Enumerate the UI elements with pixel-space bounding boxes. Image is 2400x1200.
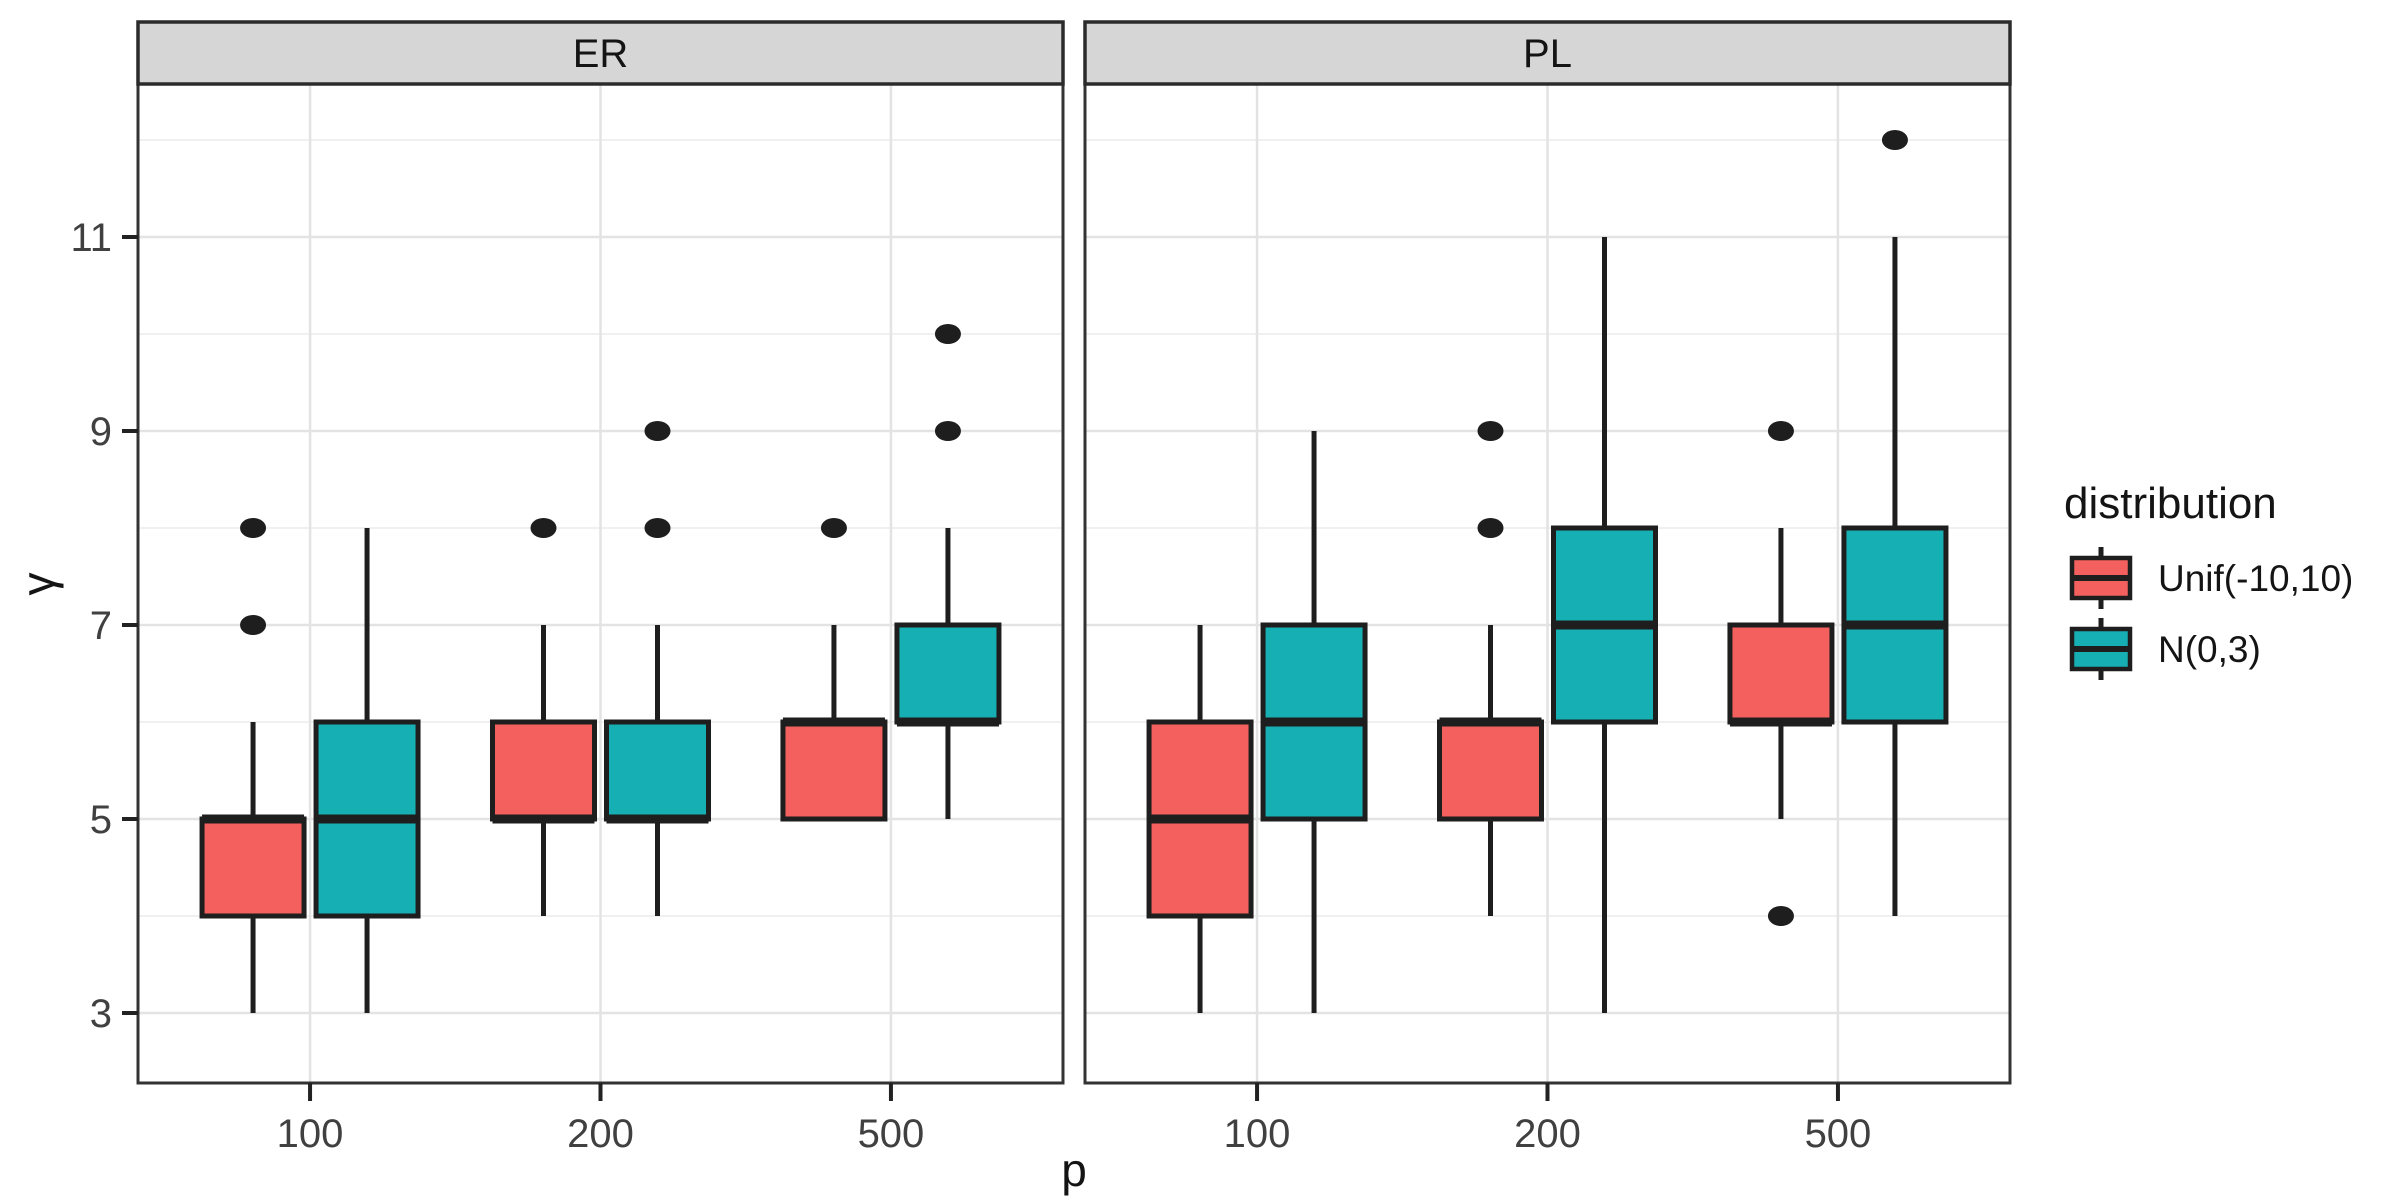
outlier-dot (240, 518, 267, 538)
outlier-dot (644, 421, 671, 441)
legend-label: Unif(-10,10) (2158, 558, 2353, 599)
boxplot-box (894, 622, 1002, 725)
boxplot-box (780, 719, 888, 822)
outlier-dot (1767, 906, 1794, 926)
boxplot-box (1437, 719, 1544, 822)
legend-title: distribution (2064, 479, 2277, 528)
outlier-dot (240, 615, 267, 635)
facet-strip (1083, 20, 2012, 86)
x-axis-title: p (1061, 1144, 1087, 1196)
y-tick-label: 9 (90, 410, 112, 454)
y-axis-title: γ (12, 573, 64, 596)
y-tick-label: 11 (70, 216, 112, 260)
x-tick-label: 100 (1224, 1112, 1291, 1156)
outlier-dot (1767, 421, 1794, 441)
x-tick-label: 500 (1805, 1112, 1872, 1156)
y-tick-label: 3 (90, 992, 112, 1036)
x-tick-label: 200 (1514, 1112, 1581, 1156)
boxplot-box (490, 719, 597, 822)
strip-label: ER (573, 32, 629, 76)
outlier-dot (1477, 421, 1504, 441)
outlier-dot (934, 421, 961, 441)
outlier-dot (644, 518, 671, 538)
x-tick-label: 100 (277, 1112, 344, 1156)
boxplot-box (1727, 622, 1835, 725)
boxplot-box (604, 719, 711, 822)
y-tick-label: 5 (90, 798, 112, 842)
outlier-dot (820, 518, 847, 538)
x-tick-label: 500 (858, 1112, 925, 1156)
outlier-dot (1477, 518, 1504, 538)
y-tick-label: 7 (90, 604, 112, 648)
x-tick-label: 200 (567, 1112, 634, 1156)
legend-label: N(0,3) (2158, 629, 2261, 670)
outlier-dot (934, 324, 961, 344)
outlier-dot (530, 518, 557, 538)
outlier-dot (1881, 130, 1908, 150)
strip-label: PL (1523, 32, 1572, 76)
boxplot-box (199, 816, 307, 919)
facet-strip (136, 20, 1065, 86)
